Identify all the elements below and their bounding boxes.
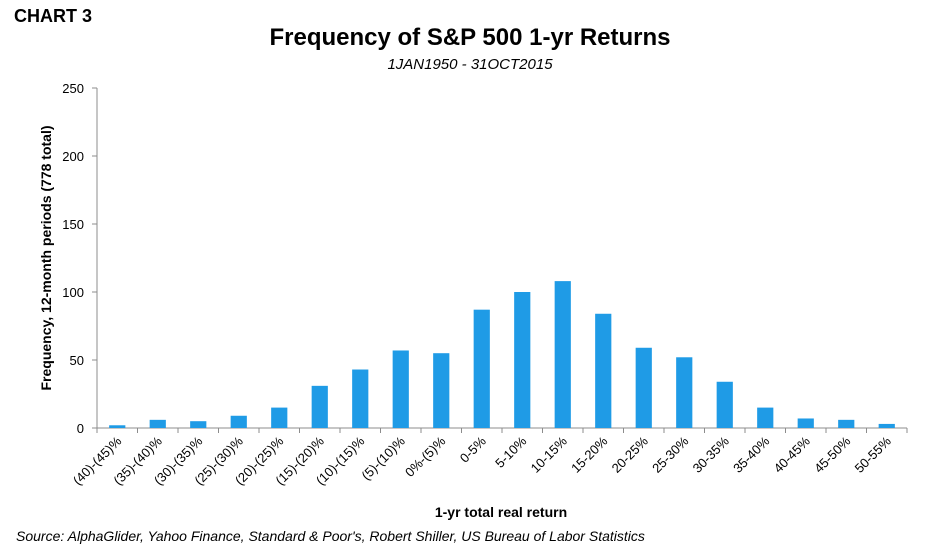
x-tick-label: (5)-(10)%: [358, 433, 408, 483]
bar: [716, 381, 733, 428]
y-axis: 0 50 100 150 200 250: [62, 81, 98, 436]
x-tick-label: 20-25%: [609, 433, 652, 476]
bar: [392, 350, 409, 428]
x-axis: (40)-(45)%(35)-(40)%(30)-(35)%(25)-(30)%…: [70, 427, 908, 488]
x-tick-label: 10-15%: [528, 433, 571, 476]
x-tick-label: 0%-(5)%: [402, 433, 449, 480]
x-axis-title: 1-yr total real return: [435, 504, 567, 520]
x-tick-label: 40-45%: [771, 433, 814, 476]
x-tick-label: 25-30%: [649, 433, 692, 476]
x-tick-label: 50-55%: [852, 433, 895, 476]
bar: [149, 419, 166, 428]
bar: [433, 353, 450, 428]
x-tick-label: 30-35%: [690, 433, 733, 476]
x-tick-label: 5-10%: [492, 433, 529, 470]
bar: [230, 415, 247, 428]
y-axis-title: Frequency, 12-month periods (778 total): [38, 125, 54, 390]
bar: [190, 421, 207, 428]
bar: [311, 385, 328, 428]
y-tick-label: 250: [62, 81, 84, 96]
y-tick-label: 150: [62, 217, 84, 232]
bar: [676, 357, 693, 428]
x-tick-label: 15-20%: [568, 433, 611, 476]
bar: [473, 309, 490, 428]
bar: [878, 423, 895, 428]
bar: [352, 369, 369, 428]
chart-subtitle: 1JAN1950 - 31OCT2015: [387, 56, 553, 73]
bar-series: [109, 281, 895, 428]
y-tick-label: 0: [77, 421, 84, 436]
chart-title: Frequency of S&P 500 1-yr Returns: [269, 24, 671, 51]
x-tick-label: 35-40%: [730, 433, 773, 476]
bar: [271, 407, 288, 428]
bar: [838, 419, 855, 428]
x-tick-label: 45-50%: [811, 433, 854, 476]
y-tick-label: 200: [62, 149, 84, 164]
chart-label: CHART 3: [14, 6, 93, 26]
bar: [109, 425, 126, 428]
y-tick-label: 100: [62, 285, 84, 300]
bar: [757, 407, 774, 428]
source-note: Source: AlphaGlider, Yahoo Finance, Stan…: [16, 528, 645, 544]
y-tick-label: 50: [70, 353, 84, 368]
x-tick-label: 0-5%: [457, 433, 489, 465]
bar: [635, 347, 652, 428]
bar: [554, 281, 571, 428]
bar: [797, 418, 814, 428]
bar: [595, 313, 612, 428]
bar: [514, 292, 531, 428]
